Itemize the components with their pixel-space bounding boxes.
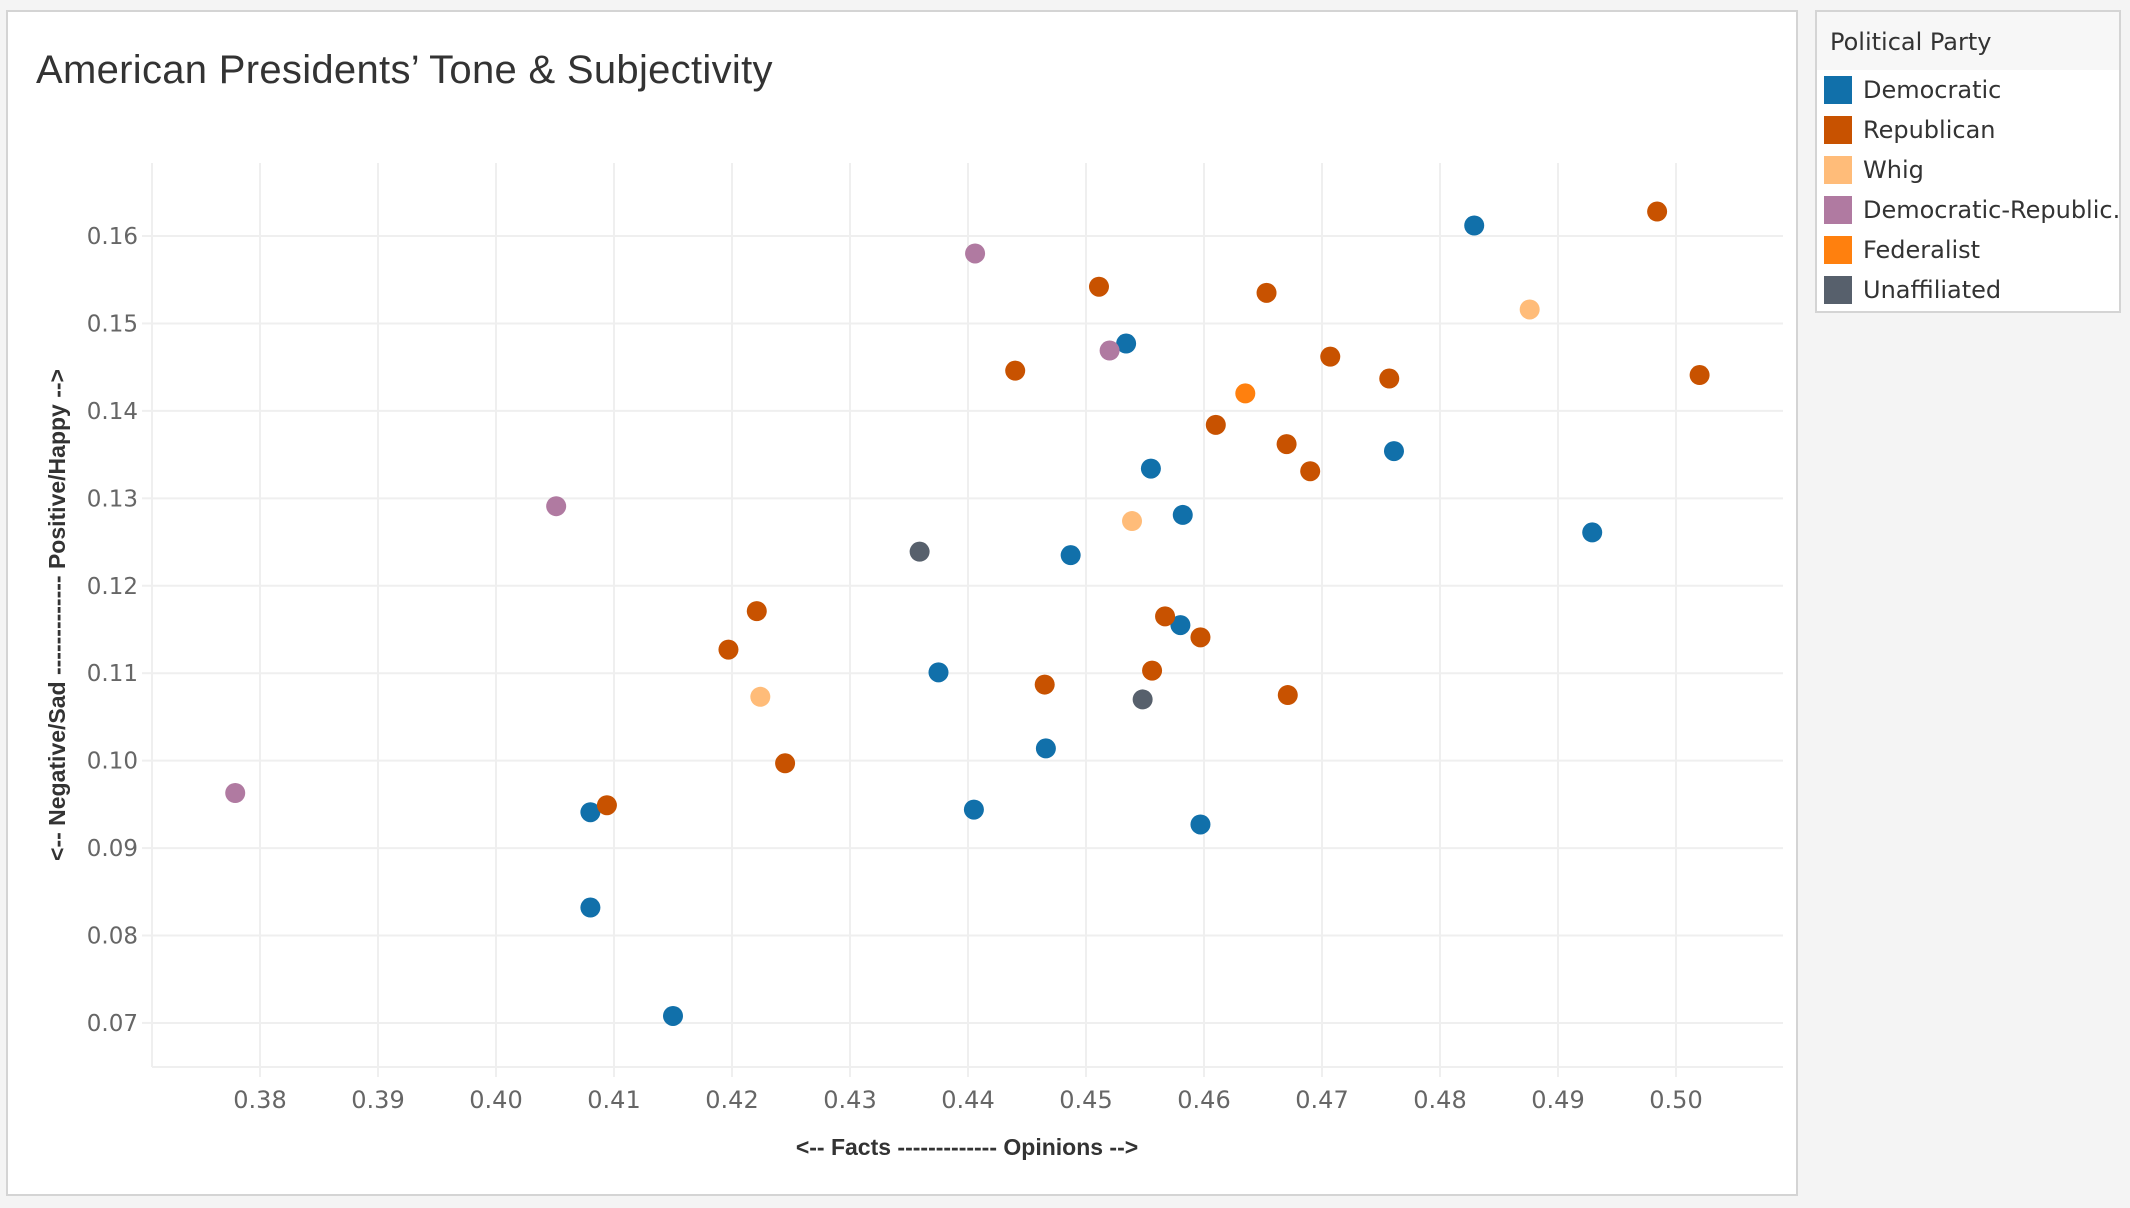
x-tick-label: 0.44 [941, 1086, 994, 1114]
data-point-whig[interactable] [750, 686, 771, 707]
data-point-republican[interactable] [775, 753, 796, 774]
legend-item-unaffiliated[interactable]: Unaffiliated [1817, 270, 2119, 310]
legend-label: Unaffiliated [1863, 276, 2002, 304]
legend-label: Democratic-Republic.. [1863, 196, 2119, 224]
legend-item-democratic-republican[interactable]: Democratic-Republic.. [1817, 190, 2119, 230]
data-point-republican[interactable] [1256, 282, 1277, 303]
x-tick-label: 0.38 [233, 1086, 286, 1114]
y-tick-label: 0.08 [87, 924, 138, 950]
data-point-democratic[interactable] [1172, 504, 1193, 525]
legend-item-federalist[interactable]: Federalist [1817, 230, 2119, 270]
legend-label: Whig [1863, 156, 1924, 184]
data-point-whig[interactable] [1122, 511, 1143, 532]
y-tick-label: 0.16 [87, 224, 138, 250]
legend-item-whig[interactable]: Whig [1817, 150, 2119, 190]
data-point-republican[interactable] [746, 601, 767, 622]
chart-title: American Presidents’ Tone & Subjectivity [36, 48, 773, 92]
y-tick-label: 0.13 [87, 486, 138, 512]
y-tick-label: 0.15 [87, 311, 138, 337]
x-tick-label: 0.45 [1059, 1086, 1112, 1114]
x-tick-label: 0.42 [705, 1086, 758, 1114]
data-point-unaffiliated[interactable] [1132, 689, 1153, 710]
y-tick-label: 0.07 [87, 1011, 138, 1037]
y-tick-label: 0.11 [87, 661, 138, 687]
data-point-republican[interactable] [1300, 461, 1321, 482]
data-point-republican[interactable] [1276, 434, 1297, 455]
x-tick-label: 0.49 [1531, 1086, 1584, 1114]
data-point-democratic[interactable] [1383, 441, 1404, 462]
data-point-democratic-republic[interactable] [1099, 340, 1120, 361]
data-point-republican[interactable] [718, 639, 739, 660]
legend-label: Federalist [1863, 236, 1981, 264]
legend-item-democratic[interactable]: Democratic [1817, 70, 2119, 110]
data-point-republican[interactable] [1005, 360, 1026, 381]
data-point-republican[interactable] [1142, 660, 1163, 681]
data-point-republican[interactable] [596, 795, 617, 816]
legend: Political Party Democratic Republican Wh… [1815, 10, 2121, 313]
x-tick-label: 0.48 [1413, 1086, 1466, 1114]
data-point-republican[interactable] [1379, 368, 1400, 389]
data-point-democratic[interactable] [1116, 333, 1137, 354]
legend-swatch [1824, 156, 1852, 184]
y-tick-label: 0.10 [87, 749, 138, 775]
data-point-unaffiliated[interactable] [909, 541, 930, 562]
data-point-democratic[interactable] [1170, 615, 1191, 636]
data-point-democratic[interactable] [928, 662, 949, 683]
legend-label: Republican [1863, 116, 1996, 144]
data-point-democratic[interactable] [1464, 215, 1485, 236]
y-axis-title: <-- Negative/Sad ------------- Positive/… [44, 369, 70, 861]
y-tick-label: 0.14 [87, 399, 138, 425]
data-point-republican[interactable] [1205, 414, 1226, 435]
x-tick-label: 0.40 [469, 1086, 522, 1114]
legend-label: Democratic [1863, 76, 2002, 104]
data-point-democratic-republic[interactable] [546, 496, 567, 517]
data-point-democratic[interactable] [1035, 738, 1056, 759]
data-point-republican[interactable] [1320, 346, 1341, 367]
data-point-republican[interactable] [1190, 627, 1211, 648]
legend-swatch [1824, 116, 1852, 144]
y-tick-label: 0.12 [87, 574, 138, 600]
x-tick-label: 0.43 [823, 1086, 876, 1114]
legend-swatch [1824, 276, 1852, 304]
data-point-democratic[interactable] [580, 897, 601, 918]
data-point-federalist[interactable] [1235, 383, 1256, 404]
data-point-republican[interactable] [1034, 674, 1055, 695]
data-point-democratic-republic[interactable] [965, 243, 986, 264]
legend-swatch [1824, 76, 1852, 104]
data-point-democratic[interactable] [663, 1005, 683, 1026]
data-point-democratic[interactable] [1190, 814, 1211, 835]
legend-swatch [1824, 196, 1852, 224]
x-tick-label: 0.50 [1649, 1086, 1702, 1114]
data-point-democratic[interactable] [963, 799, 984, 820]
data-point-democratic[interactable] [1060, 545, 1081, 566]
x-tick-label: 0.47 [1295, 1086, 1348, 1114]
data-point-democratic-republic[interactable] [225, 782, 246, 803]
chart-card: American Presidents’ Tone & Subjectivity [6, 10, 1798, 1196]
legend-swatch [1824, 236, 1852, 264]
x-tick-label: 0.41 [587, 1086, 640, 1114]
data-point-democratic[interactable] [1140, 458, 1161, 479]
y-tick-label: 0.09 [87, 836, 138, 862]
legend-title: Political Party [1817, 12, 2119, 70]
data-point-republican[interactable] [1155, 606, 1176, 627]
data-point-republican[interactable] [1647, 201, 1668, 222]
data-point-democratic[interactable] [1582, 522, 1603, 543]
x-tick-label: 0.39 [351, 1086, 404, 1114]
data-point-whig[interactable] [1519, 299, 1540, 320]
data-point-republican[interactable] [1277, 685, 1298, 706]
data-point-republican[interactable] [1088, 276, 1109, 297]
legend-item-republican[interactable]: Republican [1817, 110, 2119, 150]
data-point-republican[interactable] [1689, 365, 1710, 386]
x-tick-label: 0.46 [1177, 1086, 1230, 1114]
data-point-democratic[interactable] [580, 802, 601, 823]
scatter-plot: 0.38 0.39 0.40 0.41 0.42 0.43 0.44 0.45 0.46 0.47… [44, 163, 1783, 1160]
x-axis-title: <-- Facts ------------- Opinions --> [796, 1134, 1138, 1160]
